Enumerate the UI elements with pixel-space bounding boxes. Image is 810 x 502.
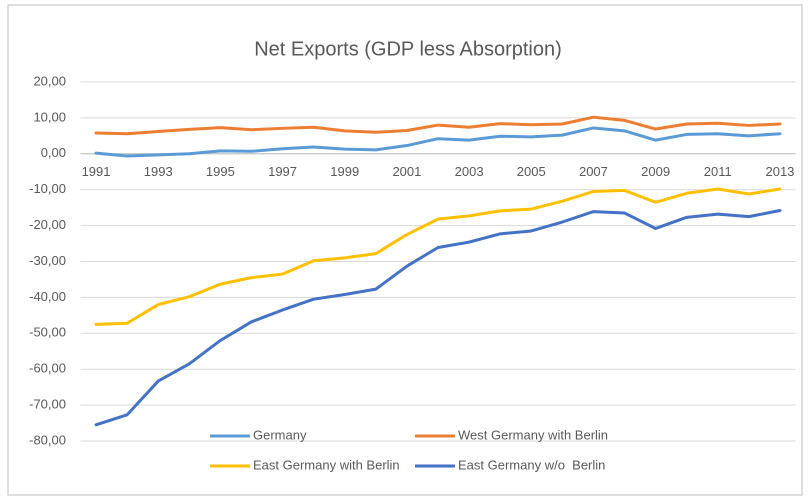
y-tick-label: -70,00 bbox=[29, 397, 66, 412]
y-tick-label: -60,00 bbox=[29, 361, 66, 376]
data-line bbox=[94, 209, 782, 427]
chart-border bbox=[7, 4, 803, 496]
x-tick-label: 2011 bbox=[704, 164, 732, 179]
y-tick-label: -40,00 bbox=[29, 289, 66, 304]
x-tick-label: 1991 bbox=[82, 164, 111, 179]
x-tick-label: 2013 bbox=[765, 164, 794, 179]
y-tick-label: 20,00 bbox=[33, 73, 66, 88]
legend-label: East Germany with Berlin bbox=[253, 457, 400, 472]
x-tick-label: 2001 bbox=[392, 164, 421, 179]
x-tick-label: 1995 bbox=[206, 164, 235, 179]
y-tick-label: -80,00 bbox=[29, 432, 66, 447]
chart-title: Net Exports (GDP less Absorption) bbox=[254, 38, 562, 60]
x-tick-label: 1993 bbox=[144, 164, 173, 179]
y-tick-label: -10,00 bbox=[29, 181, 66, 196]
y-tick-label: 10,00 bbox=[33, 109, 66, 124]
x-tick-label: 2003 bbox=[455, 164, 484, 179]
y-tick-label: -20,00 bbox=[29, 217, 66, 232]
legend-label: West Germany with Berlin bbox=[458, 427, 608, 442]
x-tick-label: 2007 bbox=[579, 164, 608, 179]
y-tick-label: -50,00 bbox=[29, 325, 66, 340]
legend-label: East Germany w/o Berlin bbox=[458, 457, 605, 472]
x-tick-label: 1997 bbox=[268, 164, 297, 179]
y-tick-label: -30,00 bbox=[29, 253, 66, 268]
x-tick-label: 1999 bbox=[330, 164, 359, 179]
x-tick-label: 2009 bbox=[641, 164, 670, 179]
x-tick-label: 2005 bbox=[517, 164, 546, 179]
data-line bbox=[94, 126, 782, 158]
data-line bbox=[94, 187, 782, 326]
legend-label: Germany bbox=[253, 427, 307, 442]
y-tick-label: 0,00 bbox=[41, 145, 66, 160]
data-line bbox=[94, 115, 782, 136]
